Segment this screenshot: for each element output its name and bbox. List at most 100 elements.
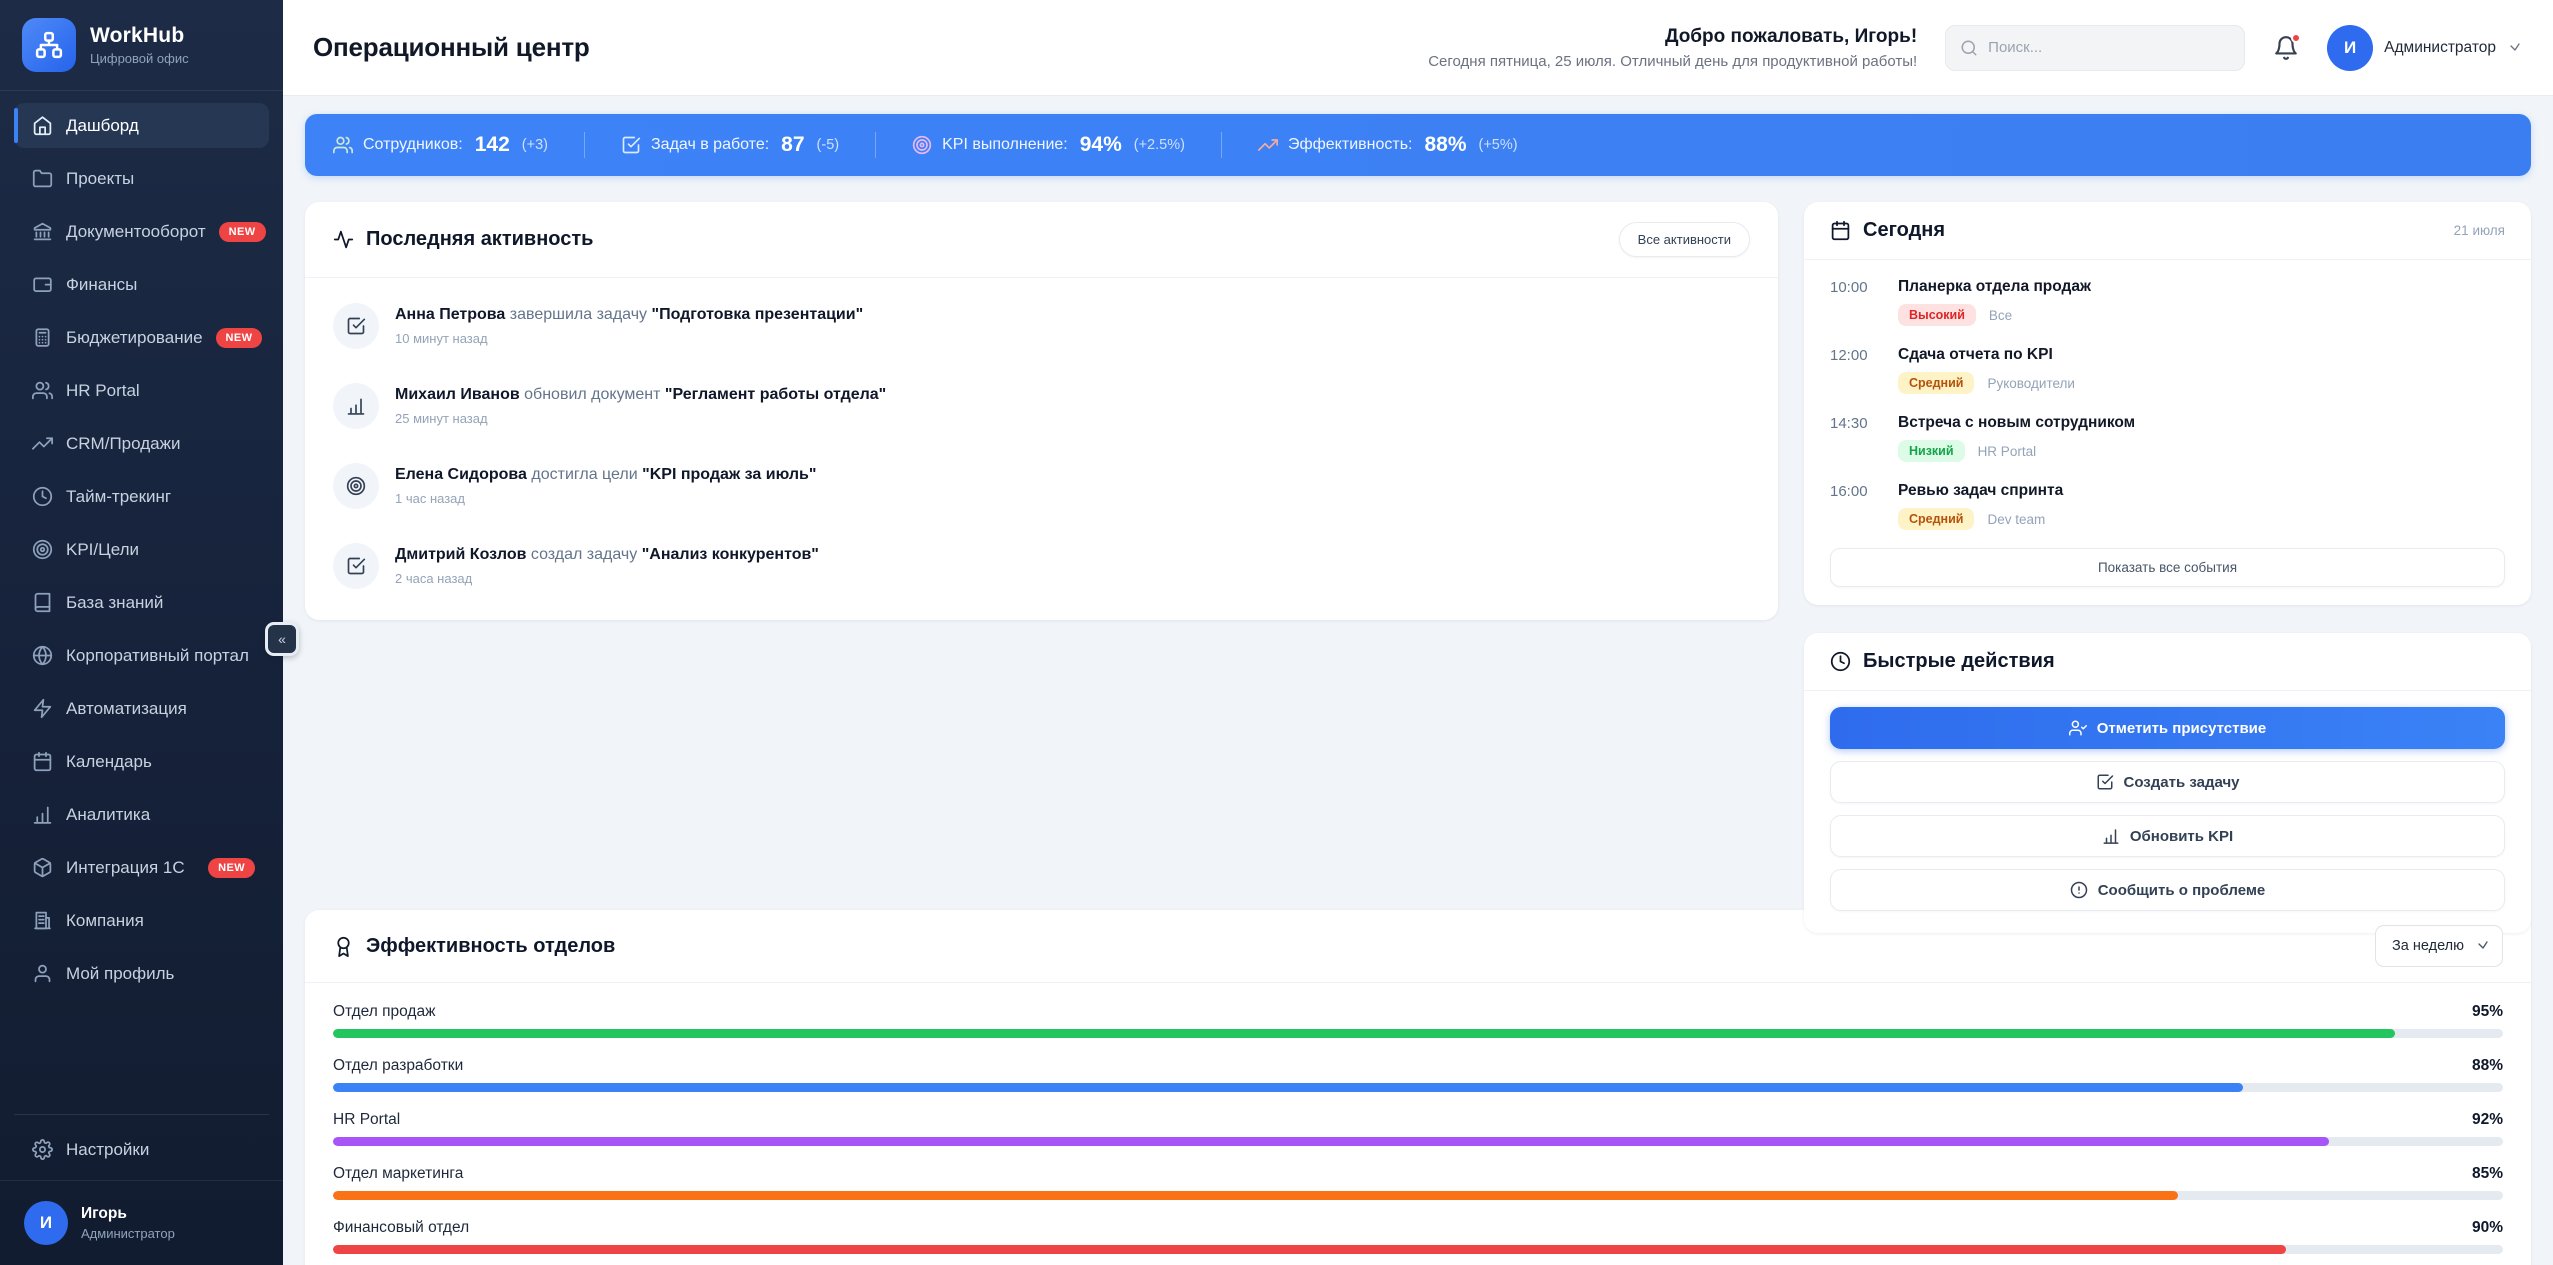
header: Операционный центр Добро пожаловать, Иго… [283,0,2553,96]
task-icon [2096,773,2114,791]
quick-action-button[interactable]: Отметить присутствие [1830,707,2505,749]
event-time: 12:00 [1830,347,1868,364]
stat-value: 87 [781,133,805,156]
sidebar-item[interactable]: База знаний [14,580,269,625]
page-title: Операционный центр [313,32,590,62]
quick-action-label: Сообщить о проблеме [2097,881,2266,899]
sidebar-item[interactable]: Финансы [14,262,269,307]
quick-action-button[interactable]: Обновить KPI [1830,815,2505,857]
sidebar-item[interactable]: Интеграция 1С NEW [14,845,269,890]
all-activities-button[interactable]: Все активности [1618,222,1750,257]
progress-track [333,1191,2503,1200]
sidebar-item-label: Бюджетирование [66,327,203,347]
sidebar-item-label: KPI/Цели [66,539,140,559]
progress-track [333,1245,2503,1254]
bank-icon [32,221,53,242]
progress-fill [333,1137,2330,1146]
department-name: Финансовый отдел [333,1219,470,1236]
event-row: 12:00 Сдача отчета по KPI Средний Руково… [1830,336,2505,404]
logo-box [22,18,76,72]
sidebar-user[interactable]: И Игорь Администратор [0,1180,283,1265]
clock-icon [32,486,53,507]
priority-badge: Высокий [1898,304,1976,326]
today-title: Сегодня [1863,219,1946,241]
activity-time: 10 минут назад [395,331,488,346]
target-icon [346,476,366,496]
wallet-icon [32,274,53,295]
target-icon [32,539,53,560]
department-row: Отдел разработки 88% [333,1057,2503,1092]
quick-action-button[interactable]: Создать задачу [1830,761,2505,803]
main-area: Операционный центр Добро пожаловать, Иго… [283,0,2553,1265]
sidebar-item-label: Проекты [66,168,135,188]
sidebar-item[interactable]: HR Portal [14,368,269,413]
sidebar-item[interactable]: KPI/Цели [14,527,269,572]
activity-action: завершила задачу [509,306,648,323]
gear-icon [32,1139,53,1160]
activity-icon [333,229,354,250]
target-icon [912,135,932,155]
department-row: HR Portal 92% [333,1111,2503,1146]
sidebar-item[interactable]: Корпоративный портал [14,633,269,678]
activity-user: Михаил Иванов [395,386,520,403]
period-select[interactable]: За неделю [2375,925,2503,967]
search-input[interactable] [1988,39,2231,56]
activity-text: Анна Петрова завершила задачу "Подготовк… [395,303,863,324]
sidebar-item[interactable]: Проекты [14,156,269,201]
event-title: Сдача отчета по KPI [1898,346,2053,363]
sidebar-collapse-button[interactable]: « [265,622,299,656]
quick-action-label: Отметить присутствие [2096,719,2267,737]
users-icon [32,380,53,401]
activity-object: "Анализ конкурентов" [641,546,819,563]
show-all-events-button[interactable]: Показать все события [1830,548,2505,587]
notifications-button[interactable] [2273,32,2302,61]
sidebar-item[interactable]: Бюджетирование NEW [14,315,269,360]
sidebar-item-settings[interactable]: Настройки [14,1127,269,1172]
sidebar-item[interactable]: CRM/Продажи [14,421,269,466]
activity-icon-circle [333,383,379,429]
search-icon [1960,39,1978,57]
search-box[interactable] [1945,24,2246,71]
sidebar-item-label: CRM/Продажи [66,433,181,453]
sidebar-item-label: Аналитика [66,804,151,824]
profile-menu[interactable]: И Администратор [2327,24,2523,71]
sidebar-item[interactable]: Календарь [14,739,269,784]
sidebar-item[interactable]: Автоматизация [14,686,269,731]
sidebar: WorkHub Цифровой офис Дашборд Проекты До… [0,0,283,1265]
quick-action-button[interactable]: Сообщить о проблеме [1830,869,2505,911]
sidebar-item[interactable]: Компания [14,898,269,943]
priority-badge: Низкий [1898,440,1965,462]
app-tagline: Цифровой офис [90,51,189,66]
quick-actions-title: Быстрые действия [1863,650,2055,672]
priority-badge: Средний [1898,372,1975,394]
quick-actions-card: Быстрые действия Отметить присутствие Со… [1804,633,2531,933]
event-time: 10:00 [1830,279,1868,296]
departments-list: Отдел продаж 95% Отдел разработки 88% HR… [305,983,2531,1265]
calculator-icon [32,327,53,348]
activity-time: 25 минут назад [395,411,488,426]
activity-object: "Подготовка презентации" [651,306,864,323]
chart-icon [32,804,53,825]
activity-object: "KPI продаж за июль" [642,466,817,483]
box-icon [32,857,53,878]
sidebar-item[interactable]: Дашборд [14,103,269,148]
department-row: Отдел маркетинга 85% [333,1165,2503,1200]
sidebar-item-label: Корпоративный портал [66,645,249,665]
quick-action-label: Обновить KPI [2129,827,2234,845]
welcome-subtitle: Сегодня пятница, 25 июля. Отличный день … [1428,52,1918,70]
activity-user: Анна Петрова [395,306,506,323]
events-list: 10:00 Планерка отдела продаж Высокий Все… [1804,260,2531,540]
activity-action: создал задачу [530,546,638,563]
sidebar-item[interactable]: Аналитика [14,792,269,837]
activity-time: 2 часа назад [395,571,473,586]
department-name: HR Portal [333,1111,401,1128]
content: Сотрудников: 142 (+3) Задач в работе: 87… [283,96,2553,1265]
event-row: 14:30 Встреча с новым сотрудником Низкий… [1830,404,2505,472]
sidebar-item[interactable]: Документооборот NEW [14,209,269,254]
stat-value: 88% [1424,133,1467,156]
app-name: WorkHub [90,24,185,47]
progress-fill [333,1191,2178,1200]
activity-user: Елена Сидорова [395,466,527,483]
sidebar-item[interactable]: Мой профиль [14,951,269,996]
sidebar-item[interactable]: Тайм-трекинг [14,474,269,519]
